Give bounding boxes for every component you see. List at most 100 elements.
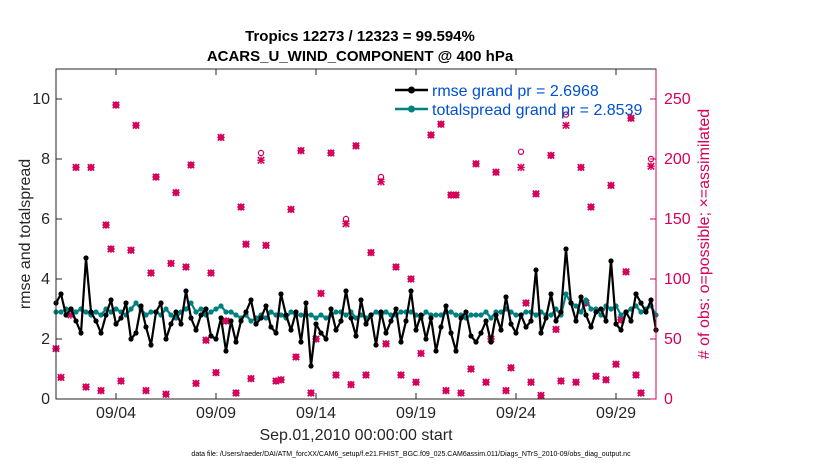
obs-assimilated-marker: [602, 376, 610, 384]
data-file-footer: data file: /Users/raeder/DAI/ATM_forcXX/…: [191, 451, 631, 458]
obs-assimilated-marker: [472, 160, 480, 168]
series-point-rmse: [343, 288, 349, 294]
series-point-rmse: [203, 306, 209, 312]
series-point-rmse: [148, 342, 154, 348]
series-point-totalspread: [618, 312, 624, 318]
obs-assimilated-marker: [482, 378, 490, 386]
series-point-rmse: [573, 318, 579, 324]
series-point-rmse: [598, 306, 604, 312]
obs-assimilated-marker: [317, 289, 325, 298]
series-point-totalspread: [168, 312, 174, 318]
series-point-rmse: [533, 267, 539, 273]
series-point-rmse: [228, 318, 234, 324]
obs-assimilated-marker: [292, 353, 300, 361]
series-point-rmse: [303, 300, 309, 306]
obs-assimilated-marker: [442, 386, 450, 395]
series-point-rmse: [603, 318, 609, 324]
series-point-totalspread: [183, 306, 189, 312]
y-left-tick-label: 4: [41, 271, 50, 288]
series-point-rmse: [368, 312, 374, 318]
series-point-totalspread: [143, 312, 149, 318]
obs-assimilated-marker: [342, 220, 350, 228]
series-point-rmse: [418, 312, 424, 318]
obs-assimilated-marker: [72, 163, 80, 172]
series-point-totalspread: [473, 312, 479, 318]
obs-assimilated-marker: [117, 377, 125, 385]
series-point-rmse: [88, 309, 94, 315]
series-point-totalspread: [513, 312, 519, 318]
legend-label-rmse: rmse grand pr = 2.6968: [432, 83, 599, 100]
x-tick-label: 09/29: [596, 405, 636, 422]
obs-assimilated-marker: [277, 376, 285, 384]
series-point-rmse: [593, 309, 599, 315]
obs-assimilated-marker: [452, 191, 460, 199]
series-point-rmse: [493, 312, 499, 318]
series-point-totalspread: [483, 309, 489, 315]
series-point-totalspread: [563, 291, 569, 297]
series-point-totalspread: [113, 306, 119, 312]
obs-assimilated-marker: [467, 365, 475, 373]
series-point-rmse: [173, 309, 179, 315]
obs-assimilated-marker: [97, 386, 105, 395]
y-left-tick-label: 6: [41, 211, 50, 228]
series-point-totalspread: [343, 312, 349, 318]
y-right-tick-label: 0: [664, 391, 673, 408]
y-right-tick-label: 50: [664, 331, 682, 348]
obs-assimilated-marker: [192, 379, 200, 388]
series-point-rmse: [528, 318, 534, 324]
obs-assimilated-marker: [307, 389, 315, 397]
series-point-rmse: [453, 348, 459, 354]
series-point-rmse: [648, 297, 654, 303]
y-left-tick-label: 2: [41, 331, 50, 348]
series-point-rmse: [518, 312, 524, 318]
obs-assimilated-marker: [297, 146, 305, 155]
series-point-totalspread: [318, 312, 324, 318]
series-point-totalspread: [163, 306, 169, 312]
series-point-rmse: [323, 336, 329, 342]
y-axis-left: 0 2 4 6 8 10: [32, 91, 62, 408]
series-point-rmse: [178, 321, 184, 327]
series-point-totalspread: [213, 306, 219, 312]
series-point-rmse: [443, 303, 449, 309]
series-point-rmse: [93, 318, 99, 324]
series-point-totalspread: [398, 309, 404, 315]
series-point-rmse: [473, 339, 479, 345]
obs-assimilated-marker: [392, 263, 400, 271]
series-point-totalspread: [233, 312, 239, 318]
series-point-rmse: [428, 315, 434, 321]
obs-assimilated-marker: [622, 268, 630, 276]
obs-assimilated-marker: [547, 151, 555, 160]
series-point-rmse: [253, 321, 259, 327]
series-point-rmse: [73, 318, 79, 324]
obs-assimilated-marker: [427, 131, 435, 139]
series-point-totalspread: [218, 303, 224, 309]
y-right-tick-label: 100: [664, 271, 691, 288]
x-axis-label: Sep.01,2010 00:00:00 start: [259, 427, 453, 444]
obs-assimilated-marker: [367, 248, 375, 257]
series-point-rmse: [503, 294, 509, 300]
series-point-rmse: [313, 321, 319, 327]
obs-assimilated-marker: [457, 389, 465, 397]
obs-assimilated-marker: [152, 173, 160, 181]
obs-assimilated-marker: [147, 269, 155, 277]
series-point-rmse: [408, 288, 414, 294]
series-point-rmse: [383, 330, 389, 336]
series-point-totalspread: [308, 312, 314, 318]
obs-assimilated-marker: [262, 241, 270, 250]
series-point-rmse: [438, 324, 444, 330]
obs-assimilated-marker: [522, 299, 530, 307]
chart-title-line2: ACARS_U_WIND_COMPONENT @ 400 hPa: [207, 48, 514, 65]
series-point-totalspread: [448, 309, 454, 315]
obs-assimilated-marker: [537, 391, 545, 400]
series-point-rmse: [628, 318, 634, 324]
obs-assimilated-marker: [577, 163, 585, 172]
series-point-totalspread: [423, 309, 429, 315]
obs-assimilated-marker: [172, 188, 180, 197]
series-point-rmse: [268, 324, 274, 330]
series-point-rmse: [263, 303, 269, 309]
y-right-tick-label: 150: [664, 211, 691, 228]
series-point-rmse: [113, 321, 119, 327]
series-point-totalspread: [228, 309, 234, 315]
obs-assimilated-marker: [532, 190, 540, 198]
obs-assimilated-marker: [562, 121, 570, 130]
